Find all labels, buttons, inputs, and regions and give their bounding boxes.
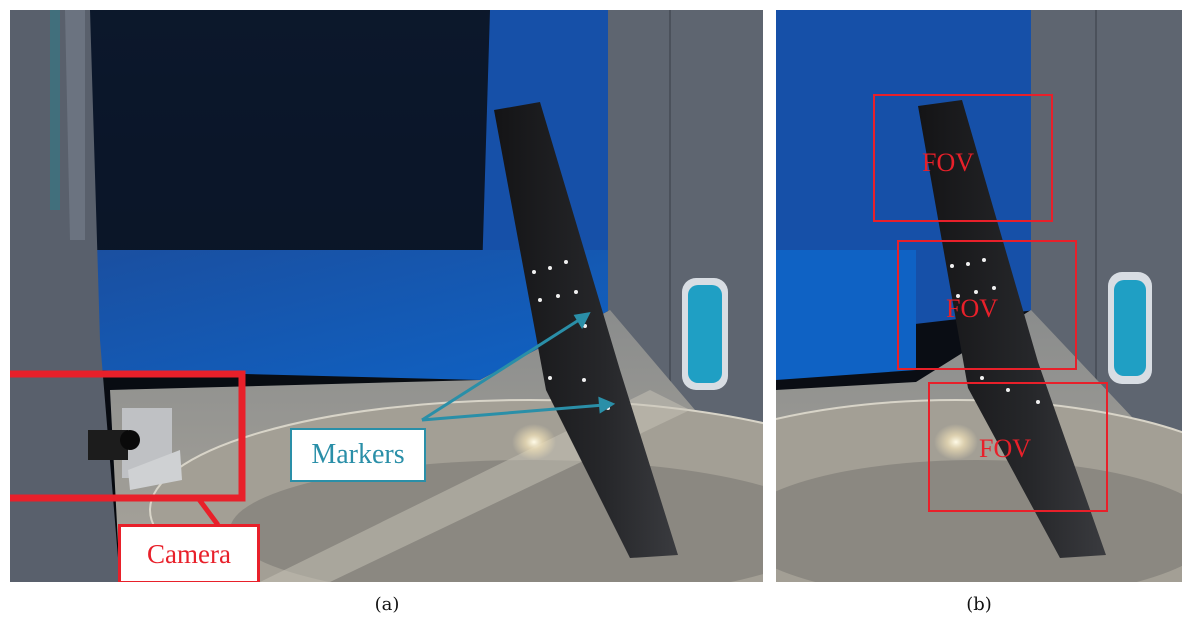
photo-panel-a: Markers Camera — [10, 10, 763, 582]
caption-a: (a) — [374, 594, 400, 615]
camera-label: Camera — [118, 524, 260, 582]
markers-label-text: Markers — [311, 439, 405, 470]
fov-box-bottom — [928, 382, 1108, 512]
fov-box-middle — [897, 240, 1077, 370]
fov-box-top — [873, 94, 1053, 222]
camera-label-text: Camera — [147, 538, 231, 569]
wind-tunnel-photo-b — [776, 10, 1182, 582]
wind-tunnel-photo-a — [10, 10, 763, 582]
fov-label-middle: FOV — [946, 294, 999, 323]
marker-arrows — [421, 312, 616, 422]
caption-b: (b) — [966, 594, 992, 615]
camera-highlight-box — [10, 370, 246, 502]
photo-panel-b: FOV FOV FOV — [776, 10, 1182, 582]
fov-label-bottom: FOV — [979, 434, 1032, 463]
fov-label-top: FOV — [922, 148, 975, 177]
markers-label: Markers — [290, 428, 426, 482]
